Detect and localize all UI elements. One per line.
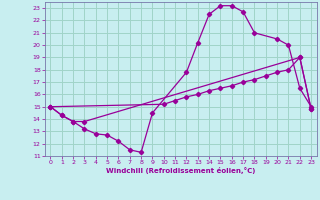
X-axis label: Windchill (Refroidissement éolien,°C): Windchill (Refroidissement éolien,°C) — [106, 167, 255, 174]
